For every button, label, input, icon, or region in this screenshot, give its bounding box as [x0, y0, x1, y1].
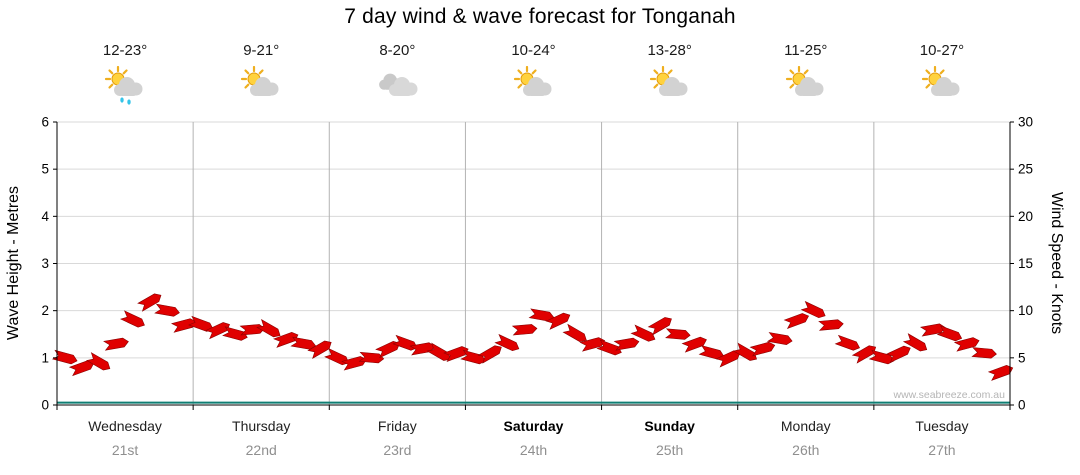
wind-barb [222, 326, 248, 341]
wind-barb [665, 328, 691, 340]
day-date: 27th [928, 442, 956, 458]
day-temp: 9-21° [243, 42, 280, 59]
day-date: 22nd [245, 442, 277, 458]
axes: 0 1 2 3 4 5 6 0 5 10 15 20 25 30 [41, 115, 1033, 413]
wind-barb [596, 339, 622, 356]
left-tick-label: 6 [41, 115, 49, 130]
wind-barb [324, 348, 350, 366]
right-tick-label: 15 [1018, 256, 1033, 271]
wind-barb [953, 337, 980, 352]
wind-barb [341, 356, 367, 371]
wind-barbs [51, 293, 1014, 381]
left-tick-label: 1 [41, 350, 49, 365]
left-tick-label: 5 [41, 162, 49, 177]
day-date: 21st [111, 442, 139, 458]
wind-barb [103, 337, 129, 351]
day-name: Thursday [232, 418, 291, 434]
day-temp: 8-20° [379, 42, 416, 59]
watermark: www.seabreeze.com.au [893, 389, 1006, 401]
day-name: Saturday [503, 418, 564, 434]
left-tick-label: 0 [41, 398, 49, 413]
day-date: 23rd [383, 442, 412, 458]
wind-barb [902, 333, 928, 352]
wind-barb [51, 349, 78, 365]
page-title: 7 day wind & wave forecast for Tonganah [344, 5, 736, 28]
wind-barb [766, 332, 793, 345]
wind-barb [511, 324, 538, 336]
wind-barb [188, 315, 214, 332]
wind-barb [834, 334, 860, 351]
day-temp: 11-25° [784, 42, 828, 59]
left-tick-label: 3 [41, 256, 49, 271]
right-tick-label: 5 [1018, 350, 1026, 365]
wind-barb [613, 337, 640, 351]
partly-cloudy-icon [241, 66, 279, 96]
left-tick-label: 4 [41, 209, 49, 224]
left-tick-label: 2 [41, 303, 49, 318]
wind-barb [800, 300, 826, 319]
wind-barb [256, 318, 281, 338]
wind-barb [205, 322, 230, 340]
right-tick-label: 0 [1018, 398, 1026, 413]
wind-barb [273, 332, 299, 348]
partly-cloudy-icon [785, 66, 824, 96]
wind-barb [851, 345, 877, 364]
wind-barb [579, 337, 606, 352]
day-date: 26th [792, 442, 820, 458]
wind-barb [375, 341, 401, 359]
day-name: Wednesday [88, 418, 162, 434]
wind-barb [443, 346, 469, 362]
right-tick-label: 30 [1018, 115, 1033, 130]
wind-barb [477, 345, 502, 364]
wind-barb [885, 345, 911, 363]
gridlines [57, 121, 1010, 405]
wind-barb [171, 318, 197, 333]
partly-cloudy-rain-icon [104, 66, 143, 105]
partly-cloudy-icon [513, 66, 551, 96]
right-tick-label: 25 [1018, 162, 1033, 177]
wind-barb [630, 324, 656, 342]
wind-barb [971, 347, 997, 359]
wind-barb [818, 319, 844, 331]
day-name: Tuesday [915, 418, 969, 434]
day-date: 25th [656, 442, 684, 458]
right-tick-label: 20 [1018, 209, 1033, 224]
partly-cloudy-icon [921, 66, 960, 96]
wind-barb [562, 323, 587, 343]
wind-barb [358, 351, 385, 364]
wind-barb [137, 293, 162, 312]
day-name: Monday [780, 418, 831, 434]
wind-barb [783, 313, 809, 329]
wind-barb [936, 325, 963, 342]
wind-barb [154, 303, 180, 317]
wind-barb [749, 341, 776, 357]
wind-barb [681, 336, 707, 353]
day-temp: 10-27° [919, 42, 965, 59]
left-axis-label: Wave Height - Metres [5, 185, 22, 341]
wind-barb [545, 312, 571, 330]
day-temp: 13-28° [647, 42, 692, 59]
wind-barb [647, 317, 672, 336]
cloudy-icon [379, 73, 418, 96]
wind-barb [494, 333, 520, 352]
day-name: Sunday [644, 418, 695, 434]
wind-barb [119, 310, 145, 328]
partly-cloudy-icon [649, 66, 688, 96]
right-axis-label: Wind Speed - Knots [1048, 191, 1065, 335]
day-temp: 10-24° [511, 42, 556, 59]
day-name: Friday [377, 418, 417, 434]
right-tick-label: 10 [1018, 303, 1033, 318]
wind-barb [86, 352, 111, 371]
day-temp: 12-23° [102, 42, 148, 59]
day-date: 24th [519, 442, 548, 458]
